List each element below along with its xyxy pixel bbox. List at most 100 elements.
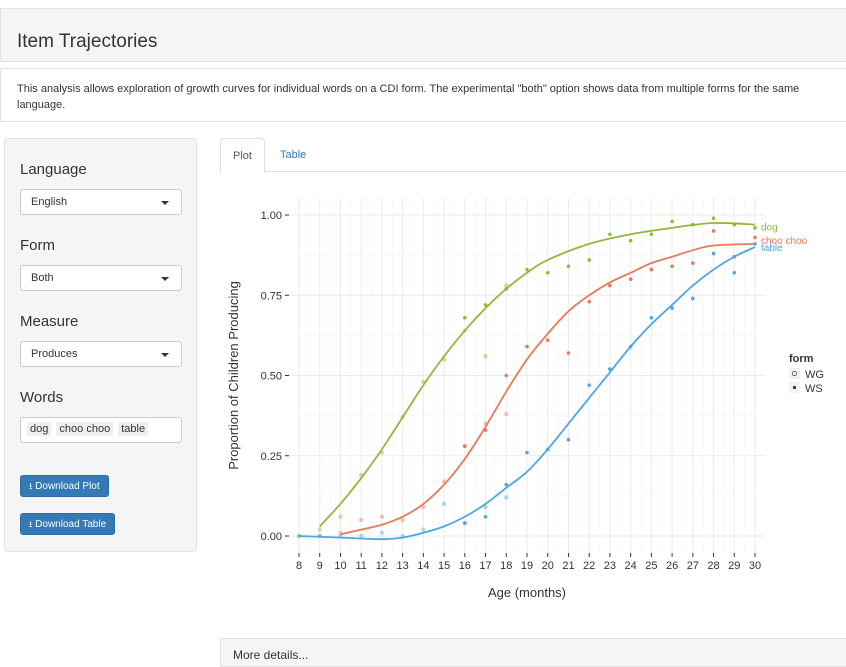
- point-wg: [441, 479, 447, 484]
- point-ws: [691, 222, 695, 227]
- point-ws: [732, 270, 737, 275]
- title-bar: Item Trajectories: [0, 8, 846, 62]
- x-tick-label: 9: [317, 560, 323, 572]
- point-ws: [545, 447, 550, 452]
- point-ws: [711, 216, 716, 221]
- x-tick-label: 29: [728, 560, 740, 572]
- form-label: Form: [20, 237, 55, 254]
- point-ws: [753, 242, 757, 246]
- measure-select-value: Produces: [31, 348, 78, 360]
- point-ws: [587, 299, 591, 304]
- point-wg: [296, 533, 302, 539]
- download-table-label: Download Table: [35, 519, 107, 530]
- point-ws: [711, 251, 716, 256]
- x-axis-label: Age (months): [488, 585, 566, 600]
- language-select[interactable]: English: [20, 189, 182, 215]
- words-input[interactable]: dog choo choo table: [20, 417, 182, 443]
- legend-symbol-wg: [791, 370, 798, 377]
- point-ws: [649, 232, 654, 237]
- point-wg: [379, 514, 385, 519]
- point-ws: [566, 437, 571, 442]
- point-ws: [732, 222, 737, 227]
- point-ws: [691, 296, 695, 301]
- point-ws: [525, 267, 529, 272]
- language-select-value: English: [31, 196, 68, 208]
- x-tick-label: 21: [562, 560, 574, 572]
- series-line: [319, 222, 756, 527]
- point-wg: [338, 533, 343, 539]
- caret-down-icon: [161, 277, 169, 281]
- legend-key: [789, 368, 800, 379]
- point-wg: [483, 504, 488, 510]
- point-wg: [400, 415, 405, 420]
- point-wg: [358, 533, 364, 539]
- page-title: Item Trajectories: [17, 31, 158, 52]
- x-tick-label: 19: [521, 560, 533, 572]
- point-ws: [504, 373, 509, 378]
- form-select[interactable]: Both: [20, 265, 182, 291]
- x-tick-label: 14: [417, 560, 429, 572]
- point-wg: [338, 530, 343, 535]
- tab-bar: Plot Table: [220, 138, 846, 173]
- point-wg: [421, 504, 426, 510]
- legend-symbol-ws: [792, 385, 797, 390]
- point-ws: [753, 235, 757, 240]
- caret-down-icon: [161, 353, 169, 357]
- point-ws: [753, 226, 757, 230]
- point-wg: [317, 527, 322, 532]
- point-wg: [462, 328, 468, 333]
- point-wg: [483, 354, 488, 359]
- point-ws: [483, 514, 488, 519]
- point-wg: [504, 495, 509, 500]
- point-ws: [545, 270, 550, 275]
- sidebar: Language English Form Both Measure Produ…: [4, 138, 197, 552]
- x-tick-label: 25: [645, 560, 657, 572]
- more-details-toggle[interactable]: More details...: [220, 638, 846, 667]
- x-tick-label: 10: [334, 560, 346, 572]
- download-table-button[interactable]: ⭳ Download Table: [20, 513, 116, 535]
- download-plot-button[interactable]: ⭳ Download Plot: [20, 475, 109, 497]
- y-tick-label: 0.75: [261, 290, 282, 302]
- language-label: Language: [20, 161, 87, 178]
- point-ws: [463, 444, 467, 448]
- point-ws: [691, 261, 695, 265]
- words-label: Words: [20, 389, 64, 406]
- point-ws: [525, 450, 529, 455]
- download-plot-label: Download Plot: [35, 481, 100, 492]
- point-wg: [338, 514, 343, 519]
- series-label: table: [761, 243, 783, 254]
- point-ws: [649, 315, 654, 320]
- series-line: [340, 242, 756, 536]
- word-chip[interactable]: table: [118, 422, 149, 436]
- point-wg: [421, 379, 426, 385]
- x-tick-label: 26: [666, 560, 678, 572]
- point-wg: [379, 530, 385, 535]
- form-select-value: Both: [31, 272, 54, 284]
- x-tick-label: 28: [707, 560, 719, 572]
- point-wg: [400, 533, 405, 539]
- point-ws: [483, 303, 488, 307]
- x-tick-label: 15: [438, 560, 450, 572]
- point-wg: [441, 357, 447, 362]
- y-tick-label: 0.50: [261, 371, 282, 383]
- point-ws: [608, 232, 612, 237]
- point-ws: [504, 482, 509, 487]
- point-wg: [358, 472, 364, 478]
- x-tick-label: 18: [500, 560, 512, 572]
- point-ws: [566, 264, 571, 269]
- series-label: choo choo: [761, 236, 808, 247]
- measure-label: Measure: [20, 313, 79, 330]
- measure-select[interactable]: Produces: [20, 341, 182, 367]
- point-wg: [483, 421, 488, 426]
- word-chip[interactable]: choo choo: [56, 422, 114, 436]
- tab-plot[interactable]: Plot: [220, 138, 265, 173]
- tab-table[interactable]: Table: [280, 149, 307, 161]
- word-chip[interactable]: dog: [27, 422, 52, 436]
- point-ws: [545, 338, 550, 342]
- point-ws: [587, 383, 591, 387]
- point-ws: [525, 344, 529, 349]
- point-ws: [463, 315, 467, 320]
- point-wg: [317, 533, 322, 539]
- x-tick-label: 20: [542, 560, 554, 572]
- download-icon: ⭳: [29, 481, 33, 491]
